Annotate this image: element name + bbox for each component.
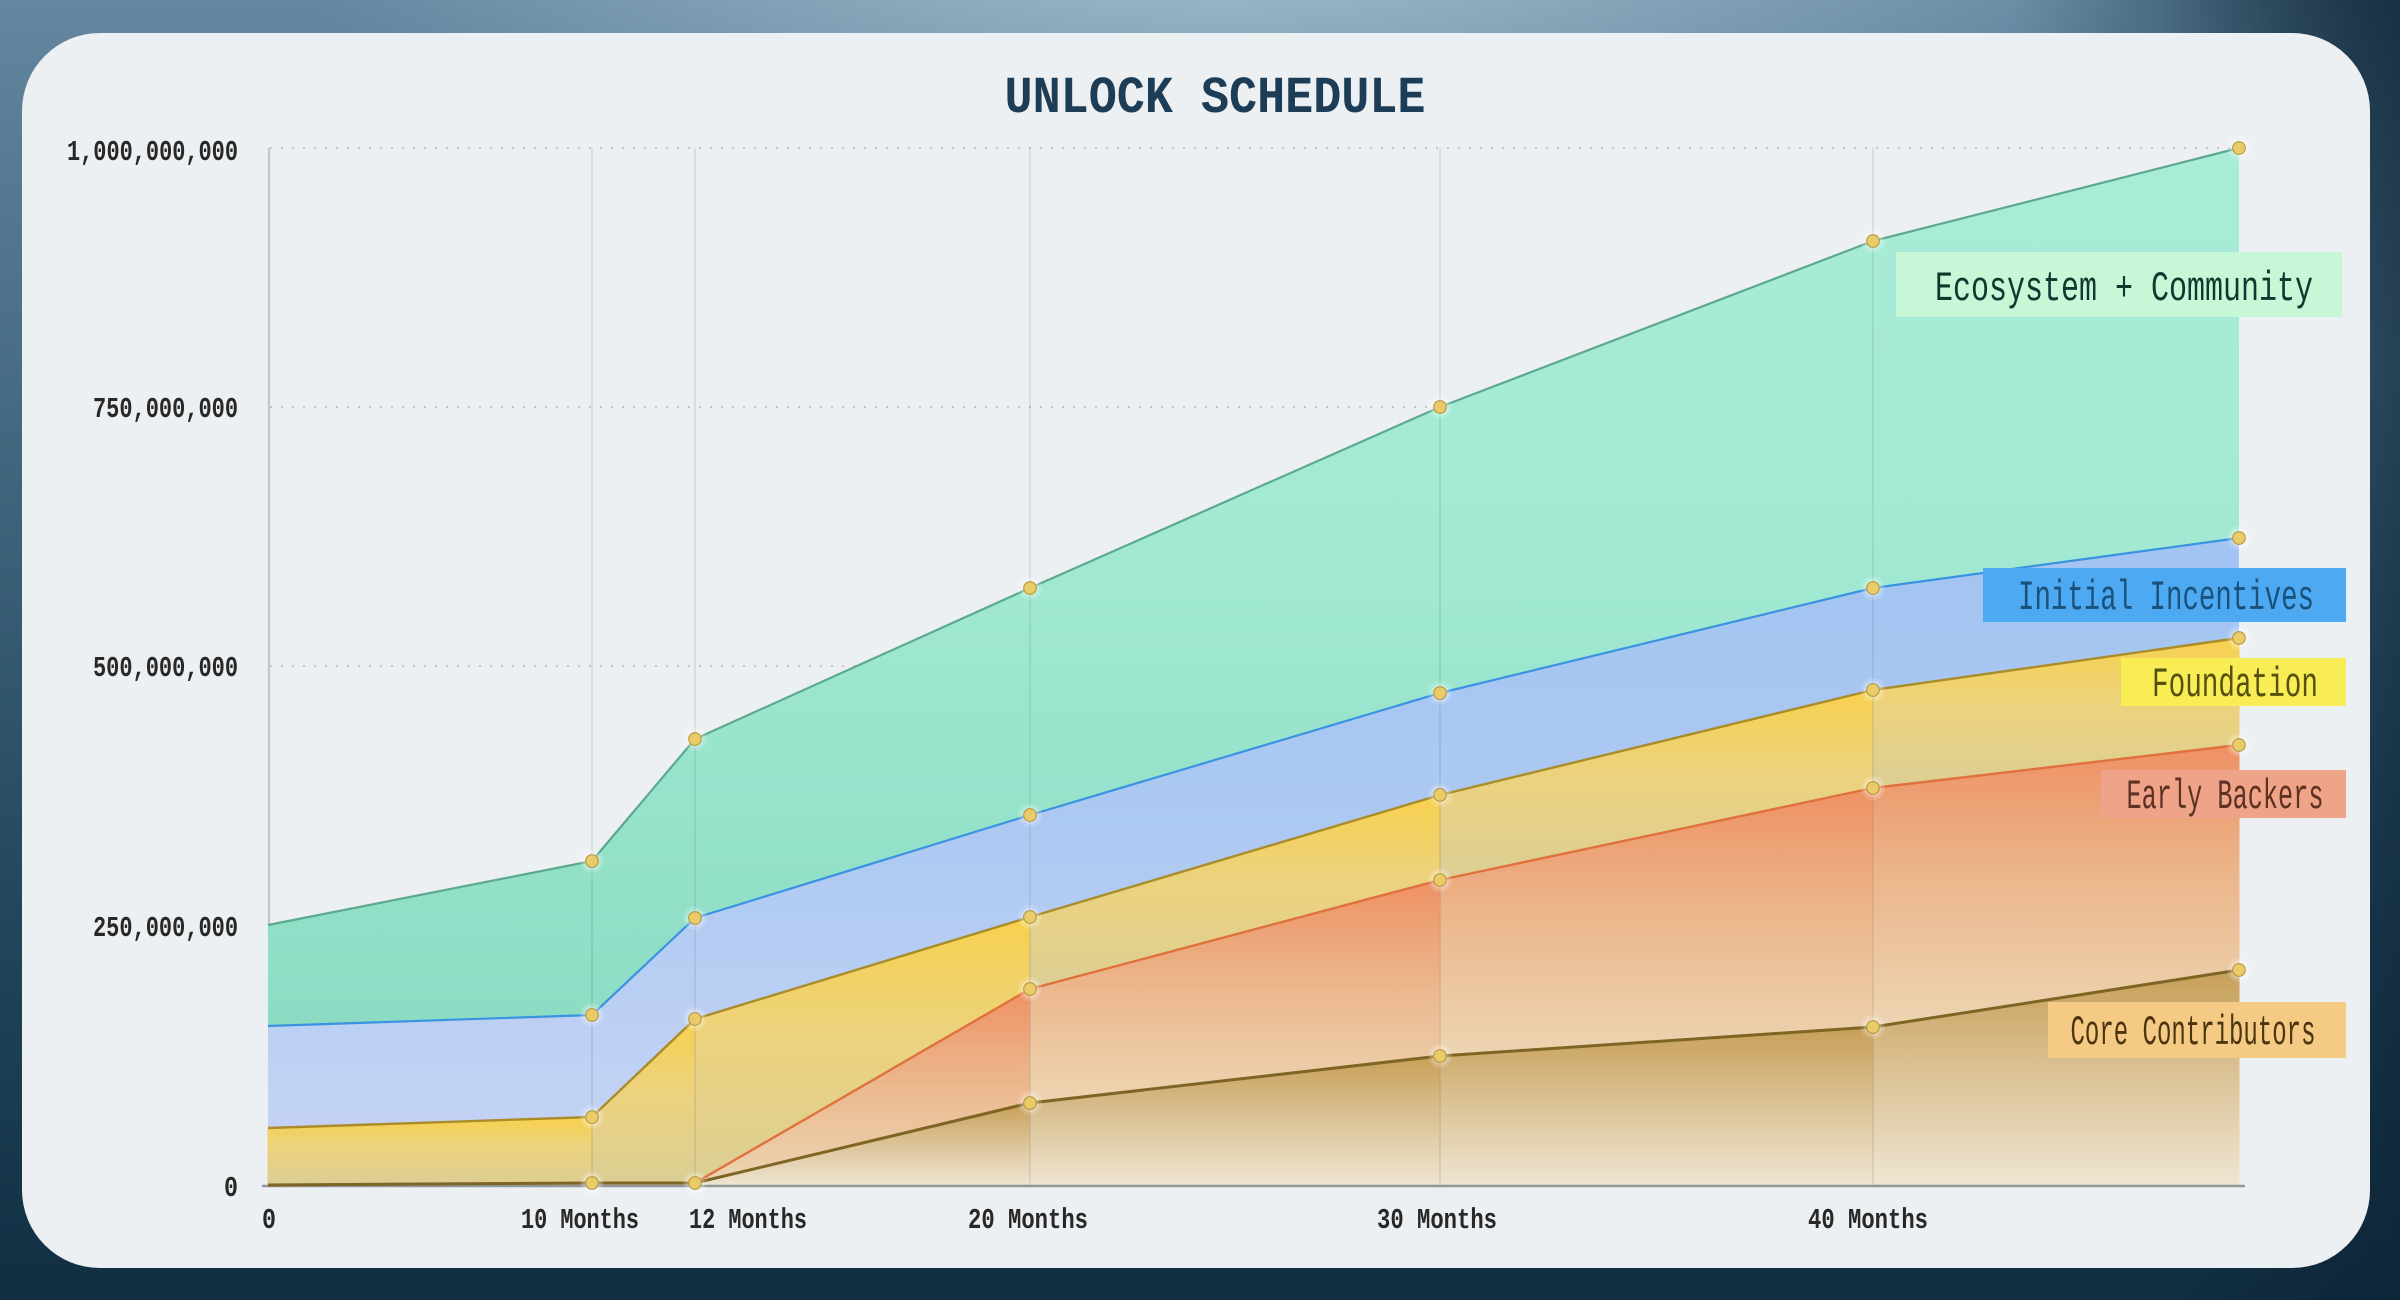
svg-text:500,000,000: 500,000,000 — [93, 652, 238, 685]
svg-text:10 Months: 10 Months — [521, 1204, 639, 1237]
svg-text:750,000,000: 750,000,000 — [93, 393, 238, 426]
svg-text:12 Months: 12 Months — [689, 1204, 807, 1237]
svg-text:Ecosystem + Community: Ecosystem + Community — [1935, 265, 2313, 313]
svg-text:30 Months: 30 Months — [1377, 1204, 1497, 1237]
svg-text:40 Months: 40 Months — [1808, 1204, 1928, 1237]
svg-text:250,000,000: 250,000,000 — [93, 912, 238, 945]
svg-text:0: 0 — [262, 1204, 276, 1237]
svg-text:Foundation: Foundation — [2152, 661, 2318, 709]
svg-text:0: 0 — [224, 1172, 238, 1205]
svg-text:UNLOCK SCHEDULE: UNLOCK SCHEDULE — [1005, 69, 1426, 128]
svg-text:Initial Incentives: Initial Incentives — [2018, 574, 2314, 622]
svg-text:Core Contributors: Core Contributors — [2071, 1009, 2316, 1057]
svg-text:1,000,000,000: 1,000,000,000 — [67, 136, 238, 169]
svg-text:Early Backers: Early Backers — [2127, 773, 2324, 821]
svg-text:20 Months: 20 Months — [968, 1204, 1088, 1237]
